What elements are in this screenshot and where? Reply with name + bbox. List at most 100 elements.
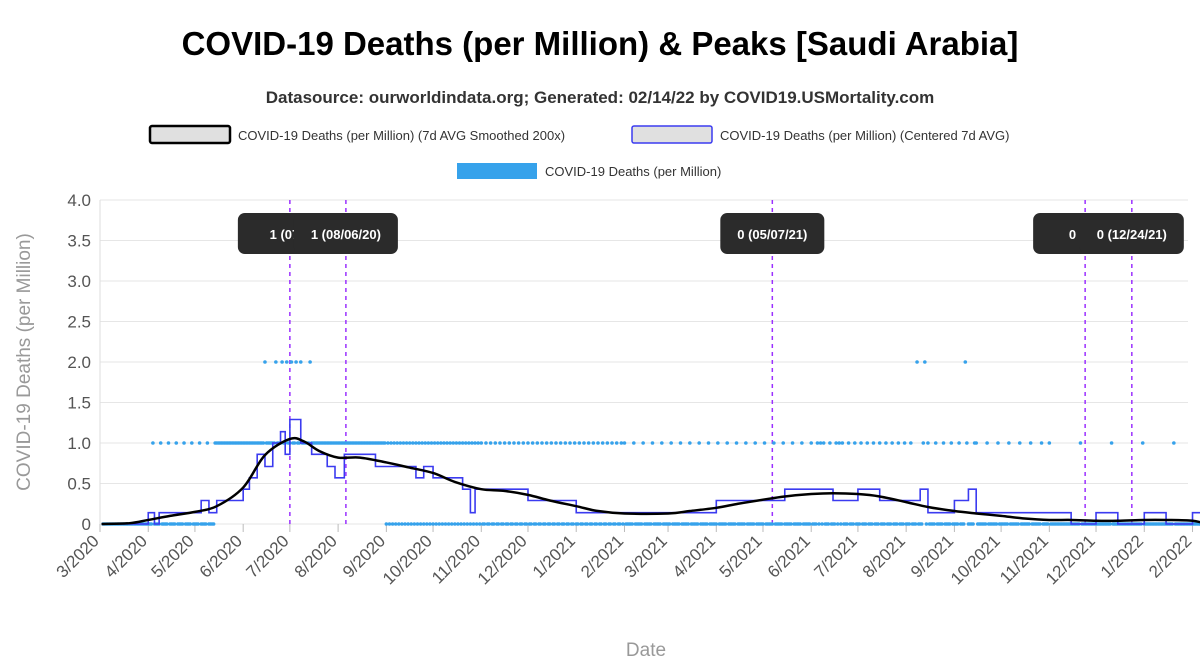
daily-point	[714, 522, 719, 526]
x-tick-label: 11/2021	[996, 531, 1052, 587]
chart-subtitle: Datasource: ourworldindata.org; Generate…	[266, 88, 935, 107]
daily-point	[1108, 522, 1112, 526]
daily-point	[1028, 441, 1033, 445]
daily-point	[963, 360, 968, 364]
daily-point	[1027, 522, 1031, 526]
daily-point	[519, 522, 524, 526]
daily-point	[549, 441, 554, 445]
daily-point	[660, 441, 664, 445]
legend-label-centered: COVID-19 Deaths (per Million) (Centered …	[720, 128, 1009, 143]
x-axis-ticks: 3/20204/20205/20206/20207/20208/20209/20…	[53, 524, 1195, 588]
daily-point	[940, 522, 944, 526]
daily-point	[463, 441, 468, 445]
peak-label-text: 0 (12/24/21)	[1097, 227, 1167, 242]
daily-point	[505, 522, 510, 526]
daily-point	[261, 441, 266, 445]
daily-point	[971, 522, 975, 526]
daily-point	[451, 441, 456, 445]
daily-point	[533, 522, 538, 526]
daily-point	[308, 360, 312, 364]
x-tick-label: 5/2021	[716, 531, 766, 581]
daily-point	[538, 522, 543, 526]
daily-point	[706, 441, 711, 445]
daily-series	[101, 360, 1200, 526]
legend-swatch-centered	[631, 125, 713, 144]
daily-point	[558, 441, 563, 445]
daily-point	[605, 441, 610, 445]
daily-point	[865, 441, 870, 445]
daily-point	[924, 522, 929, 526]
daily-point	[614, 441, 619, 445]
daily-point	[439, 441, 443, 445]
daily-point	[384, 522, 389, 526]
daily-point	[857, 522, 862, 526]
daily-point	[853, 441, 857, 445]
daily-point	[846, 441, 851, 445]
peak-label-text: 1 (08/06/20)	[311, 227, 381, 242]
daily-point	[832, 522, 837, 526]
daily-point	[487, 522, 491, 526]
daily-point	[294, 360, 298, 364]
daily-point	[915, 360, 919, 364]
daily-point	[496, 522, 501, 526]
peak-label: 1 (08/06/20)	[293, 213, 398, 254]
daily-point	[955, 522, 960, 526]
daily-point	[789, 522, 793, 526]
daily-point	[753, 441, 758, 445]
legend-swatch-daily	[457, 163, 537, 179]
x-tick-label: 7/2020	[242, 531, 292, 581]
daily-point	[566, 522, 571, 526]
daily-point	[448, 441, 452, 445]
daily-point	[807, 522, 812, 526]
daily-point	[961, 522, 966, 526]
daily-point	[289, 360, 294, 364]
daily-point	[613, 522, 617, 526]
daily-point	[284, 360, 289, 364]
x-tick-label: 2/2022	[1145, 531, 1195, 581]
peak-label: 0 (05/07/21)	[720, 213, 825, 254]
daily-point	[482, 522, 487, 526]
daily-point	[821, 441, 826, 445]
daily-point	[909, 441, 913, 445]
daily-point	[453, 522, 457, 526]
daily-point	[697, 441, 701, 445]
daily-point	[932, 522, 936, 526]
daily-point	[779, 522, 784, 526]
daily-point	[851, 522, 856, 526]
daily-point	[744, 441, 748, 445]
daily-point	[180, 522, 185, 526]
daily-point	[435, 441, 440, 445]
daily-point	[515, 522, 519, 526]
daily-point	[622, 441, 627, 445]
daily-point	[1078, 441, 1083, 445]
daily-point	[1045, 522, 1050, 526]
daily-point	[392, 441, 396, 445]
x-tick-label: 12/2021	[1042, 531, 1099, 588]
daily-point	[859, 441, 863, 445]
daily-point	[465, 522, 470, 526]
daily-point	[594, 522, 599, 526]
legend: COVID-19 Deaths (per Million) (7d AVG Sm…	[148, 124, 1009, 179]
daily-point	[401, 441, 406, 445]
legend-label-smoothed: COVID-19 Deaths (per Million) (7d AVG Sm…	[238, 128, 565, 143]
x-tick-label: 11/2020	[428, 531, 484, 587]
daily-point	[733, 522, 737, 526]
daily-point	[974, 441, 978, 445]
daily-point	[501, 522, 505, 526]
daily-point	[457, 441, 462, 445]
daily-point	[677, 522, 681, 526]
daily-point	[387, 522, 392, 526]
daily-point	[608, 522, 613, 526]
daily-point	[507, 441, 512, 445]
daily-point	[1047, 441, 1052, 445]
daily-point	[834, 441, 838, 445]
daily-point	[686, 522, 691, 526]
daily-point	[543, 522, 547, 526]
daily-point	[411, 441, 415, 445]
daily-point	[577, 441, 582, 445]
daily-point	[197, 441, 202, 445]
x-tick-label: 1/2022	[1097, 531, 1147, 581]
daily-point	[432, 441, 437, 445]
daily-point	[449, 522, 454, 526]
peak-label-box	[1079, 213, 1184, 254]
